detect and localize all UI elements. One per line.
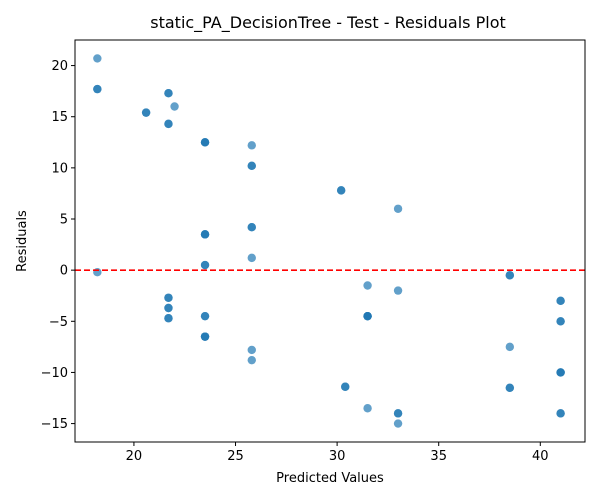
x-axis-label: Predicted Values — [276, 471, 384, 486]
data-point — [200, 230, 210, 239]
y-tick-label: 10 — [51, 161, 68, 176]
data-point — [247, 222, 256, 232]
x-tick-label: 30 — [329, 449, 346, 464]
y-axis-ticks: −15 −10 −5 0 5 10 15 20 — [41, 59, 75, 432]
points-layer — [93, 54, 565, 428]
data-point — [170, 102, 179, 111]
data-point — [393, 419, 403, 428]
data-point — [93, 268, 102, 277]
data-point — [505, 271, 515, 280]
data-point — [336, 186, 346, 195]
y-tick-label: 20 — [51, 59, 68, 74]
data-point — [247, 253, 256, 263]
y-tick-label: 0 — [60, 264, 68, 279]
data-point — [164, 293, 173, 302]
data-point — [247, 345, 256, 355]
data-point — [247, 161, 256, 171]
y-tick-label: −5 — [49, 315, 68, 330]
chart-title: static_PA_DecisionTree - Test - Residual… — [150, 13, 506, 33]
x-tick-label: 40 — [532, 449, 549, 464]
data-point — [93, 84, 102, 94]
y-tick-label: 5 — [60, 213, 68, 228]
x-tick-label: 25 — [227, 449, 244, 464]
x-axis-ticks: 20 25 30 35 40 — [126, 442, 549, 464]
data-point — [141, 108, 151, 117]
x-tick-label: 35 — [430, 449, 447, 464]
data-point — [247, 355, 256, 365]
data-point — [164, 303, 173, 313]
data-point — [363, 311, 372, 321]
y-tick-label: 15 — [51, 110, 68, 125]
data-point — [556, 409, 565, 418]
data-point — [393, 204, 403, 213]
data-point — [200, 311, 210, 321]
y-tick-label: −15 — [41, 417, 68, 432]
data-point — [393, 409, 403, 418]
data-point — [341, 382, 350, 391]
data-point — [164, 88, 173, 98]
data-point — [247, 141, 256, 150]
data-point — [393, 286, 403, 295]
data-point — [93, 54, 102, 63]
y-tick-label: −10 — [41, 366, 68, 381]
data-point — [363, 404, 372, 413]
x-tick-label: 20 — [126, 449, 143, 464]
data-point — [556, 296, 565, 306]
data-point — [164, 119, 173, 129]
data-point — [200, 332, 210, 341]
plot-area-frame — [74, 39, 586, 443]
data-point — [363, 281, 372, 290]
data-point — [200, 260, 210, 270]
data-point — [505, 342, 515, 352]
data-point — [164, 314, 173, 323]
data-point — [200, 138, 210, 147]
data-point — [556, 317, 565, 326]
data-point — [556, 368, 565, 377]
y-axis-label: Residuals — [15, 210, 30, 272]
data-point — [505, 383, 515, 392]
